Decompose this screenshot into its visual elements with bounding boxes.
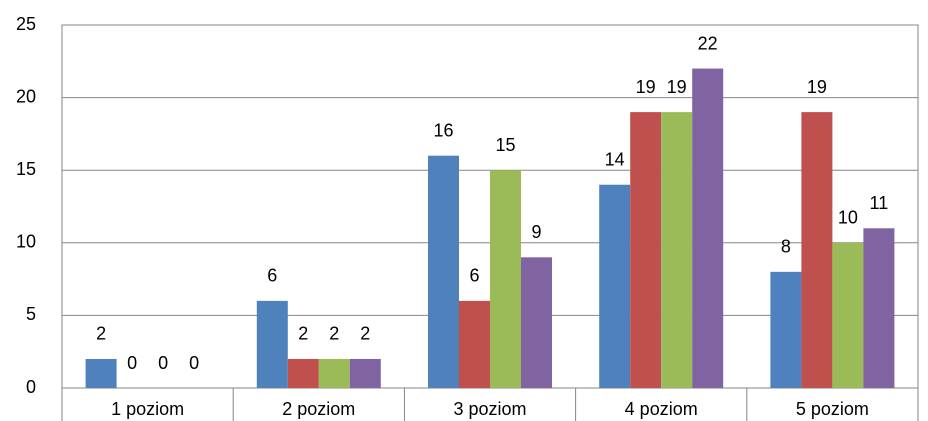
- bar: [85, 358, 117, 388]
- y-tick-label: 20: [16, 86, 36, 106]
- value-label: 2: [329, 324, 339, 344]
- value-label: 15: [495, 135, 515, 155]
- value-label: 0: [158, 353, 168, 373]
- x-tick-label: 5 poziom: [796, 399, 869, 419]
- bar: [630, 112, 662, 389]
- value-label: 2: [298, 324, 308, 344]
- bar: [661, 112, 693, 389]
- value-label: 2: [360, 324, 370, 344]
- bar: [801, 112, 833, 389]
- bar: [318, 358, 350, 388]
- y-tick-label: 0: [26, 377, 36, 397]
- value-label: 0: [189, 353, 199, 373]
- x-tick-label: 2 poziom: [282, 399, 355, 419]
- value-label: 22: [698, 33, 718, 53]
- value-label: 19: [807, 77, 827, 97]
- value-label: 8: [781, 237, 791, 257]
- value-label: 9: [531, 222, 541, 242]
- x-tick-label: 4 poziom: [625, 399, 698, 419]
- bar: [349, 358, 381, 388]
- y-tick-label: 25: [16, 14, 36, 34]
- value-label: 6: [469, 266, 479, 286]
- bar: [459, 300, 490, 388]
- value-label: 2: [96, 324, 106, 344]
- bar: [863, 228, 895, 388]
- bar: [692, 68, 724, 388]
- bar: [770, 271, 802, 388]
- bar: [490, 170, 521, 388]
- bar: [256, 300, 288, 388]
- bar: [521, 257, 552, 388]
- x-tick-label: 1 poziom: [111, 399, 184, 419]
- x-tick-label: 3 poziom: [453, 399, 526, 419]
- bar: [287, 358, 319, 388]
- y-tick-label: 15: [16, 159, 36, 179]
- value-label: 6: [267, 266, 277, 286]
- bar: [599, 184, 631, 388]
- bar: [428, 155, 459, 388]
- y-tick-label: 5: [26, 304, 36, 324]
- value-label: 19: [667, 77, 687, 97]
- value-label: 16: [433, 120, 453, 140]
- y-tick-label: 10: [16, 232, 36, 252]
- bar: [832, 242, 864, 388]
- value-label: 14: [605, 149, 625, 169]
- value-label: 11: [870, 193, 889, 213]
- value-label: 0: [127, 353, 137, 373]
- value-label: 10: [838, 208, 858, 228]
- value-label: 19: [636, 77, 656, 97]
